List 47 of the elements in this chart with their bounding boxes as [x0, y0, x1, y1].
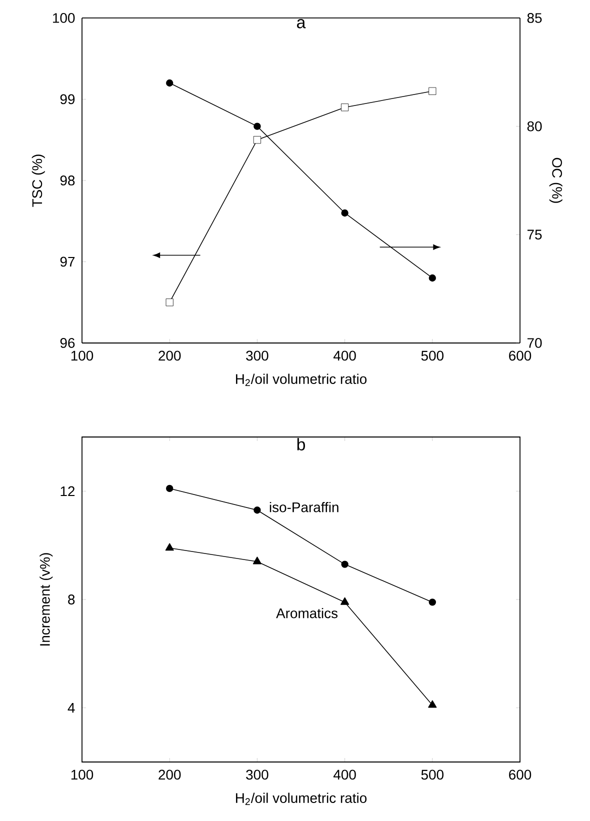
point: [254, 506, 261, 514]
point: [341, 104, 349, 112]
point: [166, 484, 174, 492]
series-label: Aromatics: [276, 608, 338, 618]
y-tick-label: 98: [60, 176, 75, 186]
point: [341, 560, 348, 568]
point: [165, 543, 174, 551]
y2-tick-label: 75: [527, 230, 542, 240]
y2-tick-label: 70: [527, 338, 542, 348]
x-tick-label: 600: [509, 350, 532, 361]
x-tick-label: 500: [421, 770, 444, 780]
y-axis-title: TSC (%): [32, 154, 45, 207]
point: [253, 136, 261, 144]
y-tick-label: 100: [53, 13, 75, 23]
x-tick-label: 300: [246, 350, 268, 361]
series-label: iso-Paraffin: [270, 502, 338, 512]
y-tick-label: 12: [60, 486, 75, 496]
x-tick-label: 400: [333, 350, 356, 361]
point: [428, 87, 436, 95]
x-tick-label: 600: [509, 770, 532, 780]
point: [428, 598, 436, 606]
x-tick-label: 300: [246, 770, 268, 780]
x-tick-label: 400: [333, 770, 356, 780]
point: [254, 122, 261, 130]
chart-title: a: [297, 19, 306, 28]
y-tick-label: 96: [60, 338, 75, 348]
point: [428, 274, 436, 282]
x-tick-label: 200: [158, 350, 181, 361]
y-tick-label: 4: [68, 703, 75, 713]
x-axis-title: H$_{2}$/oil volumetric ratio: [236, 374, 367, 386]
x-tick-label: 200: [158, 770, 181, 780]
point: [340, 597, 350, 605]
y-tick-label: 8: [68, 594, 75, 604]
x-tick-label: 500: [421, 350, 444, 361]
x-axis-title: H$_{2}$/oil volumetric ratio: [236, 792, 367, 805]
point: [252, 556, 262, 564]
point: [166, 79, 174, 87]
y2-axis-title: OC (%): [549, 158, 562, 203]
y-axis-title: Increment (v%): [40, 553, 53, 646]
y-tick-label: 97: [60, 256, 75, 267]
point: [428, 700, 437, 708]
chart-title: b: [297, 438, 305, 450]
point: [341, 209, 348, 217]
y2-tick-label: 80: [527, 121, 542, 132]
y-tick-label: 99: [60, 94, 75, 104]
point: [166, 298, 174, 306]
y2-tick-label: 85: [527, 13, 542, 23]
